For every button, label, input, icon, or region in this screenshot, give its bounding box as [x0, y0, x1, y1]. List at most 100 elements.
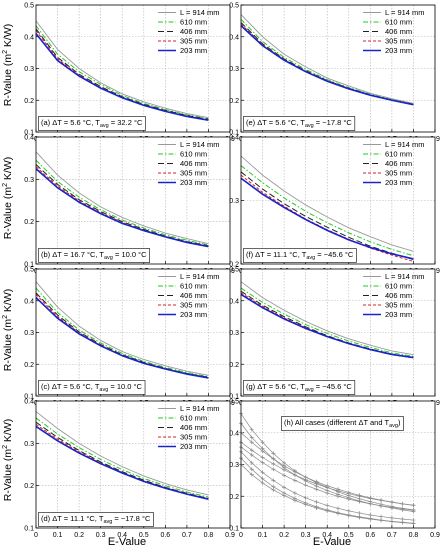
annotation-part: 5.6	[70, 382, 80, 391]
annotation-box	[243, 116, 356, 131]
annotation-part: (c) ΔT =	[41, 382, 70, 391]
annotation-part: =	[315, 250, 324, 259]
y-tick-label: 0.2	[229, 362, 239, 369]
x-tick-label: 0.3	[96, 532, 106, 539]
chart-panel: 00.10.20.30.40.50.60.70.80.90.10.20.30.4…	[24, 3, 235, 144]
series-line	[35, 28, 209, 120]
annotation-subscript: avg	[306, 255, 315, 261]
annotation-part: (b) ΔT =	[41, 250, 70, 259]
series-line	[240, 171, 414, 261]
data-point-marker	[271, 467, 276, 472]
x-tick-label: 0.3	[301, 532, 311, 539]
y-axis-label-unit: K/W)	[2, 419, 14, 445]
data-point-marker	[282, 463, 287, 468]
y-tick-label: 0.4	[229, 298, 239, 305]
series-line	[35, 164, 209, 247]
x-tick-label: 0.1	[258, 532, 268, 539]
data-point-marker	[282, 485, 287, 490]
data-point-marker	[271, 461, 276, 466]
plot-frame	[240, 400, 436, 529]
x-tick-label: 0.4	[117, 532, 127, 539]
annotation-text: (a) ΔT = 5.6 °C, Tavg = 32.2 °C	[41, 118, 143, 129]
annotation-text: (c) ΔT = 5.6 °C, Tavg = 10.0 °C	[41, 382, 143, 393]
y-tick-label: 0.5	[229, 399, 239, 406]
legend-entry: 406 mm	[385, 27, 412, 36]
data-point-marker	[303, 477, 308, 482]
data-point-marker	[314, 487, 319, 492]
data-point-marker	[346, 513, 351, 518]
data-point-marker	[314, 505, 319, 510]
data-point-marker	[379, 498, 384, 503]
legend-entry: 406 mm	[385, 291, 412, 300]
series-line	[240, 287, 414, 357]
y-tick-label: 0.3	[24, 66, 34, 73]
legend-entry: 406 mm	[180, 27, 207, 36]
data-point-marker	[368, 501, 373, 506]
data-point-marker	[249, 467, 254, 472]
legend-entry: L = 914 mm	[385, 272, 425, 281]
legend-entry: 203 mm	[180, 46, 207, 55]
chart-panel: 00.10.20.30.40.50.60.70.80.90.10.20.30.4…	[24, 135, 235, 276]
data-point-marker	[411, 503, 416, 508]
annotation-part: 16.7	[70, 250, 85, 259]
y-tick-label: 0.3	[229, 462, 239, 469]
data-point-marker	[249, 435, 254, 440]
annotation-part: 5.6	[275, 382, 285, 391]
series-line	[35, 159, 209, 246]
legend-entry: 406 mm	[385, 159, 412, 168]
data-point-marker	[282, 493, 287, 498]
data-point-marker	[292, 491, 297, 496]
data-point-marker	[325, 508, 330, 513]
annotation-part: =	[314, 382, 323, 391]
data-point-marker	[292, 478, 297, 483]
data-point-marker	[379, 518, 384, 523]
y-tick-label: 0.2	[24, 98, 34, 105]
chart-panel: 00.10.20.30.40.50.60.70.80.90.20.30.4L =…	[229, 135, 440, 276]
series-line	[35, 33, 209, 122]
y-tick-label: 0.1	[24, 262, 34, 269]
series-line	[240, 281, 414, 356]
annotation-text: (e) ΔT = 5.6 °C, Tavg = −17.8 °C	[246, 118, 352, 129]
y-axis-label-bottom: R-Value (m2 K/W)	[2, 419, 14, 501]
data-point-marker	[346, 491, 351, 496]
y-tick-label: 0.3	[229, 330, 239, 337]
annotation-tavg: −45.6	[322, 382, 341, 391]
legend-entry: 305 mm	[385, 37, 412, 46]
plot-frame	[240, 4, 436, 133]
series-line	[240, 18, 414, 105]
y-tick-label: 0.4	[24, 34, 34, 41]
y-tick-label: 0.2	[229, 98, 239, 105]
data-point-marker	[346, 508, 351, 513]
y-tick-label: 0.3	[24, 177, 34, 184]
annotation-part: °C, T	[84, 514, 104, 523]
annotation-part: °C, T	[287, 250, 307, 259]
annotation-unit: °C	[140, 514, 151, 523]
series-line	[240, 155, 414, 252]
y-axis-label-text: R-Value (m	[2, 449, 14, 502]
annotation-tavg: 10.0	[121, 250, 136, 259]
annotation-part: =	[112, 514, 121, 523]
annotation-part: =	[113, 250, 122, 259]
plot-frame	[240, 268, 436, 397]
y-tick-label: 0.1	[24, 394, 34, 401]
annotation-subscript: avg	[389, 423, 398, 429]
data-point-marker	[249, 452, 254, 457]
annotation-text: (d) ΔT = 11.1 °C, Tavg = −17.8 °C	[41, 514, 151, 525]
y-axis-label-middle-1: R-Value (m2 K/W)	[2, 157, 14, 239]
y-axis-label-unit: K/W)	[2, 24, 14, 50]
data-point-marker	[260, 455, 265, 460]
legend-entry: 203 mm	[180, 310, 207, 319]
x-tick-label: 0.2	[279, 532, 289, 539]
legend-entry: L = 914 mm	[180, 404, 220, 413]
y-tick-label: 0.4	[229, 34, 239, 41]
legend-entry: L = 914 mm	[180, 272, 220, 281]
data-point-marker	[292, 498, 297, 503]
x-tick-label: 0.9	[430, 532, 440, 539]
annotation-unit: °C	[341, 382, 352, 391]
x-axis-label-right: E-Value	[313, 536, 351, 548]
annotation-unit: °C	[136, 250, 147, 259]
data-point-marker	[325, 485, 330, 490]
series-line	[35, 287, 209, 378]
y-tick-label: 0.4	[24, 298, 34, 305]
